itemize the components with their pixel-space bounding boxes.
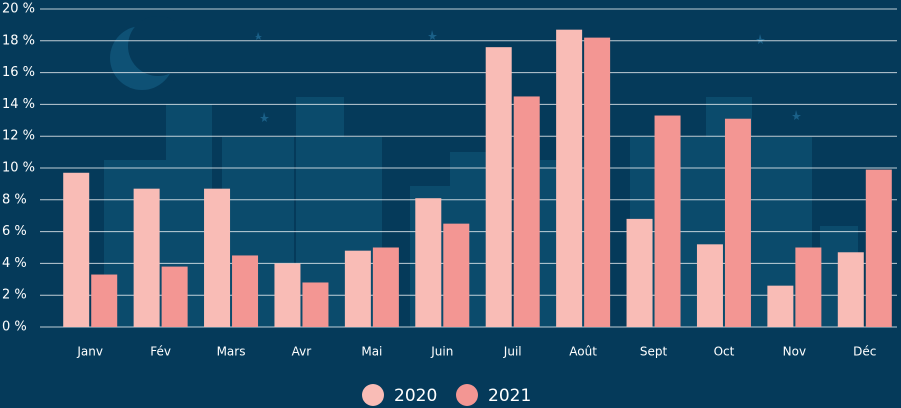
y-tick-label: 10 %: [2, 161, 35, 176]
bar: [415, 198, 442, 327]
x-tick-label: Janv: [76, 345, 103, 359]
y-tick-label: 2 %: [2, 288, 27, 303]
bar: [91, 274, 118, 327]
bar: [696, 244, 723, 327]
x-tick-label: Sept: [640, 345, 668, 359]
x-tick-label: Août: [569, 345, 597, 359]
y-tick-label: 12 %: [2, 129, 35, 144]
bar: [302, 282, 329, 327]
bar: [161, 266, 188, 327]
bar: [584, 37, 611, 328]
bar: [513, 96, 540, 327]
x-tick-label: Oct: [714, 345, 735, 359]
bar: [274, 263, 301, 327]
x-tick-label: Avr: [292, 345, 312, 359]
bar: [767, 285, 794, 327]
bar: [556, 29, 583, 327]
y-tick-label: 14 %: [2, 97, 35, 112]
bar: [865, 169, 892, 327]
bar: [133, 188, 160, 327]
bar: [795, 247, 822, 327]
bar: [626, 218, 653, 327]
y-tick-label: 0 %: [2, 320, 27, 335]
y-tick-label: 6 %: [2, 224, 27, 239]
x-tick-label: Mars: [217, 345, 246, 359]
x-tick-label: Juin: [430, 345, 453, 359]
legend-swatch: [456, 384, 478, 406]
y-tick-label: 20 %: [2, 2, 35, 17]
legend-label: 2021: [488, 386, 531, 406]
x-tick-label: Nov: [783, 345, 806, 359]
bar: [443, 223, 470, 327]
y-tick-label: 8 %: [2, 192, 27, 207]
bar: [372, 247, 399, 327]
legend-swatch: [362, 384, 384, 406]
x-tick-label: Juil: [503, 345, 522, 359]
bar: [232, 255, 259, 327]
x-tick-label: Fév: [150, 345, 171, 359]
bar: [204, 188, 231, 327]
x-tick-label: Mai: [361, 345, 382, 359]
y-tick-label: 16 %: [2, 65, 35, 80]
bar: [837, 252, 864, 327]
bar: [63, 172, 90, 327]
y-tick-label: 4 %: [2, 256, 27, 271]
y-tick-label: 18 %: [2, 33, 35, 48]
bar: [485, 47, 512, 327]
bar: [724, 118, 751, 328]
x-tick-label: Déc: [853, 345, 876, 359]
bar: [654, 115, 681, 327]
bar: [344, 250, 371, 327]
legend-label: 2020: [394, 386, 437, 406]
